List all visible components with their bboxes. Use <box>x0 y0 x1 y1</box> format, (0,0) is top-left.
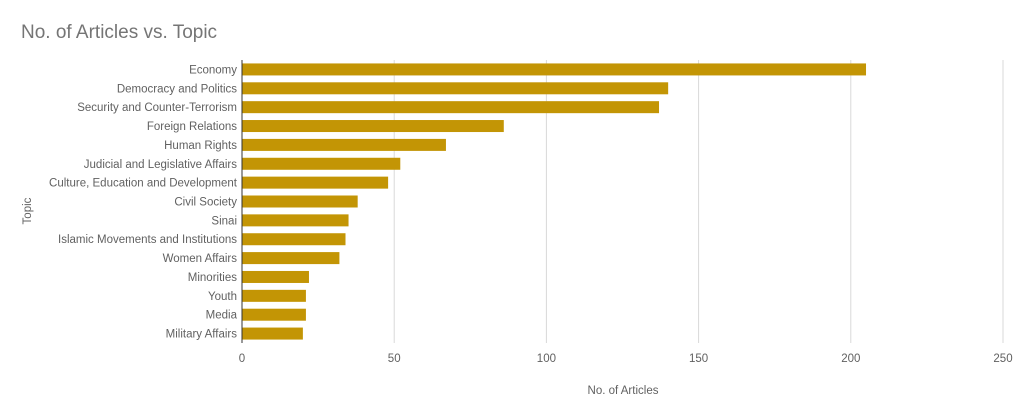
x-axis-title: No. of Articles <box>588 385 659 397</box>
bar <box>242 82 669 95</box>
bar <box>242 270 309 283</box>
bar <box>242 308 306 321</box>
x-tick-label: 100 <box>537 353 556 365</box>
x-tick-label: 250 <box>993 353 1012 365</box>
y-tick-label: Democracy and Politics <box>117 83 237 95</box>
x-tick-label: 0 <box>239 353 245 365</box>
bar <box>242 214 349 227</box>
y-tick-label: Civil Society <box>174 197 237 209</box>
y-tick-label: Security and Counter-Terrorism <box>77 102 237 114</box>
y-tick-label: Economy <box>189 64 237 76</box>
bar <box>242 157 401 170</box>
y-tick-label: Minorities <box>188 272 237 284</box>
bar <box>242 138 446 151</box>
bar <box>242 176 389 189</box>
bar <box>242 289 306 302</box>
bar <box>242 195 358 208</box>
bars <box>242 63 867 340</box>
x-tick-label: 50 <box>388 353 401 365</box>
y-tick-label: Human Rights <box>164 140 237 152</box>
x-tick-label: 150 <box>689 353 708 365</box>
bar <box>242 120 504 133</box>
y-axis-tick-labels: Economy Democracy and Politics Security an… <box>49 64 238 340</box>
bar <box>242 101 660 114</box>
y-tick-label: Youth <box>208 291 237 303</box>
x-axis-tick-labels: 0 50 100 150 200 250 <box>239 353 1013 365</box>
y-tick-label: Media <box>206 310 238 322</box>
chart-title: No. of Articles vs. Topic <box>21 22 217 43</box>
y-tick-label: Women Affairs <box>163 253 238 265</box>
bar <box>242 327 303 340</box>
y-tick-label: Military Affairs <box>166 329 238 341</box>
y-tick-label: Sinai <box>211 215 237 227</box>
y-tick-label: Islamic Movements and Institutions <box>58 234 237 246</box>
bar <box>242 233 346 246</box>
y-tick-label: Foreign Relations <box>147 121 237 133</box>
y-tick-label: Culture, Education and Development <box>49 178 238 190</box>
y-axis-title: Topic <box>22 197 34 224</box>
bar <box>242 252 340 265</box>
y-tick-label: Judicial and Legislative Affairs <box>84 159 237 171</box>
x-tick-label: 200 <box>841 353 860 365</box>
bar <box>242 63 867 76</box>
